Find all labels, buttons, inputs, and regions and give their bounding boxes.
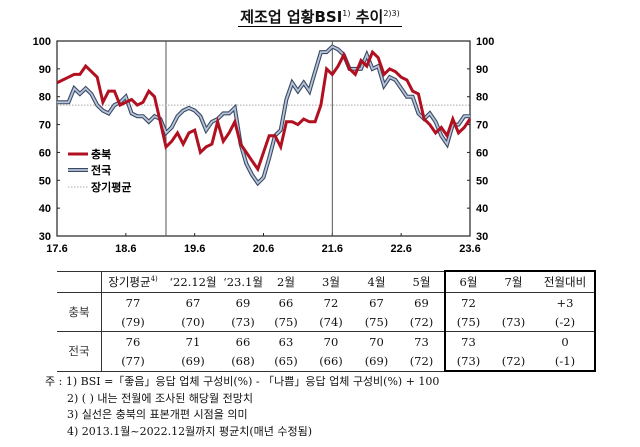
table-cell-actual: 67 (185, 295, 201, 310)
column-header: 3월 (308, 270, 354, 293)
table-cell-forecast: (66) (308, 351, 354, 372)
table-cell-actual: 77 (125, 295, 141, 310)
x-tick-label: 23.6 (459, 243, 480, 255)
series-line-national-outline (57, 44, 470, 187)
table-cell-forecast: (72) (491, 351, 536, 372)
table-cell-forecast: (70) (164, 312, 222, 332)
footnotes: 주 : 1) BSI =「좋음」응답 업체 구성비(%) - 「나쁨」응답 업체… (45, 374, 439, 440)
x-tick-label: 17.6 (46, 243, 67, 255)
x-tick-label: 21.6 (322, 243, 343, 255)
table-cell-actual (491, 332, 536, 352)
column-header: 5월 (399, 270, 445, 293)
note: 4) 2013.1월~2022.12월까지 평균치(매년 수정됨) (67, 424, 312, 438)
y-tick-label-right: 90 (476, 64, 488, 76)
table-cell-actual: 72 (444, 292, 491, 312)
series-line-national (57, 45, 470, 185)
table-cell-forecast: (75) (354, 312, 399, 332)
y-tick-label-right: 70 (476, 120, 488, 132)
x-tick-label: 22.6 (390, 243, 411, 255)
y-tick-label-left: 100 (33, 36, 51, 48)
y-tick-label-left: 50 (39, 175, 51, 187)
table-cell-actual: 66 (235, 334, 251, 349)
legend-label-average: 장기평균 (91, 180, 131, 194)
table-cell-actual: 70 (323, 334, 339, 349)
table-cell-actual: 69 (414, 295, 429, 310)
table-cell-forecast: (65) (264, 351, 308, 372)
row-label: 충북 (57, 292, 102, 332)
series-line-chungbuk (56, 49, 472, 173)
y-tick-label-right: 100 (476, 36, 494, 48)
table-row: (77) (69) (68) (65) (66) (69) (72) (73) (72) (-1) (57, 351, 596, 372)
table-cell-actual: +3 (536, 292, 596, 312)
y-tick-label-left: 30 (39, 231, 51, 243)
table-cell-forecast: (75) (444, 312, 491, 332)
y-tick-label-right: 30 (476, 231, 488, 243)
x-tick-label: 18.6 (115, 243, 136, 255)
column-header (57, 270, 102, 293)
column-header: 전월대비 (536, 270, 596, 293)
title-text: 제조업 업황BSI (240, 8, 343, 26)
table-cell-actual: 72 (323, 295, 339, 310)
table-cell-forecast: (77) (101, 351, 164, 372)
table-header-row: 장기평균4) ‘22.12월 ‘23.1월 2월 3월 4월 5월 6월 7월 전월대비 (57, 270, 596, 293)
table-cell-forecast: (73) (444, 351, 491, 372)
table-cell-forecast: (69) (164, 351, 222, 372)
table-cell-forecast: (73) (491, 312, 536, 332)
table-cell-forecast: (69) (354, 351, 399, 372)
table-cell-forecast: (75) (264, 312, 308, 332)
table-cell-actual (491, 293, 536, 313)
y-tick-label-right: 80 (476, 92, 488, 104)
column-header: ‘23.1월 (222, 270, 264, 293)
table-cell-forecast: (-2) (536, 312, 596, 332)
line-chart: 30 30 40 40 50 50 60 60 70 70 80 80 90 90 100 100 17.6 18… (33, 36, 495, 255)
note: 주 : 1) BSI =「좋음」응답 업체 구성비(%) - 「나쁨」응답 업체… (45, 375, 440, 388)
table-cell-actual: 73 (414, 334, 429, 349)
table-cell-actual: 70 (369, 334, 384, 349)
note: 2) ( ) 내는 전월에 조사된 해당월 전망치 (67, 391, 254, 405)
y-tick-label-left: 80 (39, 92, 51, 104)
y-tick-label-left: 60 (39, 147, 51, 159)
table-cell-actual: 76 (125, 334, 141, 349)
table-row: 충북 77 67 69 66 72 67 69 72 +3 (57, 292, 596, 332)
x-tick-label: 19.6 (184, 243, 205, 255)
table-cell-actual: 73 (444, 331, 491, 351)
data-table: 장기평균4) ‘22.12월 ‘23.1월 2월 3월 4월 5월 6월 7월 전월대비 충북 77 6… (57, 270, 596, 372)
y-tick-label-right: 40 (476, 203, 488, 215)
column-header: 7월 (491, 270, 536, 293)
table-cell-actual: 69 (235, 295, 251, 310)
table-cell-forecast: (79) (101, 312, 164, 332)
y-tick-label-left: 90 (39, 64, 51, 76)
row-label: 전국 (57, 331, 102, 372)
plot-frame (56, 40, 471, 237)
y-tick-label-right: 50 (476, 175, 488, 187)
table-row: 전국 76 71 66 63 70 70 73 73 0 (57, 331, 596, 372)
table-cell-actual: 71 (185, 334, 201, 349)
note: 3) 실선은 충북의 표본개편 시점을 의미 (67, 408, 248, 421)
y-tick-label-left: 40 (39, 203, 51, 215)
column-header: 2월 (264, 270, 308, 293)
table-cell-actual: 63 (278, 334, 294, 349)
y-tick-label-right: 60 (476, 147, 488, 159)
legend-label-chungbuk: 충북 (91, 147, 111, 161)
table-row: (79) (70) (73) (75) (74) (75) (72) (75) (73) (-2) (57, 312, 596, 332)
column-header: 6월 (444, 270, 491, 293)
table-cell-actual: 67 (369, 295, 384, 310)
title-footnote: 2)3) (383, 9, 400, 18)
chart-title: 제조업 업황BSI1) 추이2)3) (238, 8, 402, 27)
table-cell-actual: 0 (536, 331, 596, 351)
x-tick-label: 20.6 (253, 243, 274, 255)
title-footnote: 1) (342, 9, 351, 18)
table-cell-forecast: (68) (222, 351, 264, 372)
table-cell-forecast: (-1) (536, 351, 596, 372)
column-header: ‘22.12월 (164, 270, 222, 293)
table-cell-forecast: (73) (222, 312, 264, 332)
y-tick-label-left: 70 (39, 120, 51, 132)
table-cell-forecast: (72) (399, 312, 445, 332)
column-header: 4월 (354, 270, 399, 293)
table-cell-actual: 66 (278, 295, 294, 310)
table-cell-forecast: (74) (308, 312, 354, 332)
table-cell-forecast: (72) (399, 351, 445, 372)
column-header: 장기평균4) (101, 270, 164, 293)
legend-label-national: 전국 (91, 163, 111, 177)
